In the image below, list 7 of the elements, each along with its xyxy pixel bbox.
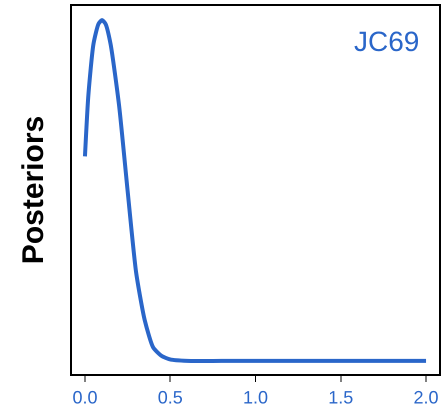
x-tick-label: 2.0 xyxy=(414,387,439,408)
x-tick-label: 1.0 xyxy=(242,387,268,408)
y-axis-title: Posteriors xyxy=(16,116,50,264)
x-tick-label: 0.5 xyxy=(158,387,183,408)
x-tick-label: 0.0 xyxy=(72,387,98,408)
annotation: JC69 xyxy=(354,26,420,57)
x-tick-label: 1.5 xyxy=(328,387,354,408)
